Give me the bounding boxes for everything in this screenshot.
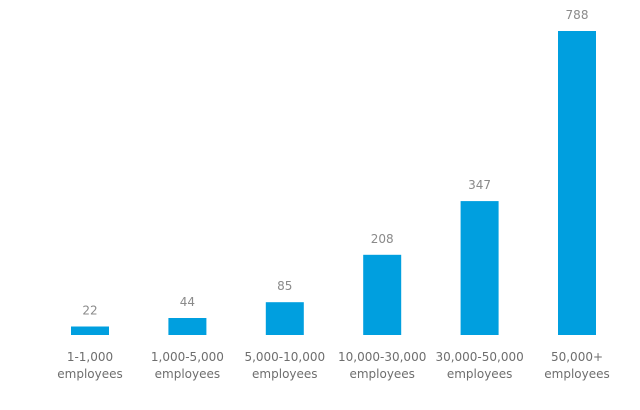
category-tick-label-line: employees [252, 367, 317, 381]
bar-value-label: 44 [180, 295, 195, 309]
category-tick-label: 1-1,000 employees [57, 350, 122, 381]
category-tick-label-line: employees [57, 367, 122, 381]
bar [71, 326, 109, 335]
category-tick-label: 10,000-30,000 employees [338, 350, 426, 381]
bar [363, 254, 402, 335]
bar-value-label: 208 [371, 232, 394, 246]
category-tick-label: 1,000-5,000 employees [151, 350, 224, 381]
category-tick-label-line: employees [447, 367, 512, 381]
category-tick-label-line: 50,000+ [551, 350, 603, 364]
category-tick-label-line: 30,000-50,000 [435, 350, 523, 364]
bars-group [71, 31, 596, 335]
category-tick-label-line: 1,000-5,000 [151, 350, 224, 364]
bar [460, 201, 499, 335]
category-tick-label-line: employees [155, 367, 220, 381]
bar-value-label: 85 [277, 279, 292, 293]
bar [558, 31, 596, 335]
category-tick-label-line: 10,000-30,000 [338, 350, 426, 364]
category-tick-label: 5,000-10,000 employees [244, 350, 325, 381]
category-tick-label-line: employees [349, 367, 414, 381]
category-tick-label: 30,000-50,000 employees [435, 350, 523, 381]
bar-value-label: 347 [468, 178, 491, 192]
category-tick-label: 50,000+ employees [544, 350, 609, 381]
category-tick-label-line: employees [544, 367, 609, 381]
bar-value-label: 788 [566, 8, 589, 22]
bar [168, 318, 207, 335]
bar-value-label: 22 [82, 304, 97, 318]
category-tick-label-line: 1-1,000 [67, 350, 113, 364]
value-labels-group: 22 44 85 208 347 788 [82, 8, 588, 318]
bar [265, 302, 304, 335]
category-tick-label-line: 5,000-10,000 [244, 350, 325, 364]
